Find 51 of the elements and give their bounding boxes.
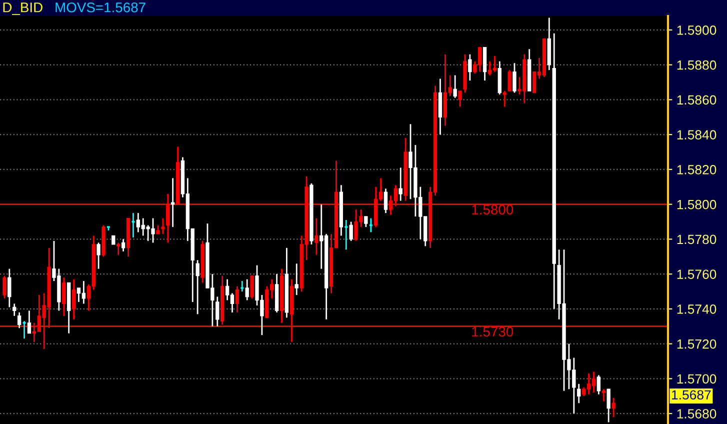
- y-tick-label: 1.5820: [677, 165, 716, 174]
- candlestick: [250, 275, 254, 300]
- candlestick: [606, 388, 610, 423]
- ref-line-label: 1.5730: [472, 326, 514, 337]
- y-tick-label: 1.5880: [677, 60, 716, 70]
- candlestick: [502, 90, 506, 108]
- candlestick: [170, 177, 175, 228]
- candlestick: [468, 54, 472, 82]
- candlestick: [121, 238, 126, 252]
- y-tick-label: 1.5720: [677, 339, 716, 349]
- y-tick-label: 1.5740: [677, 304, 716, 314]
- candlestick: [314, 218, 318, 256]
- candlestick: [458, 90, 462, 108]
- candlestick: [602, 388, 606, 402]
- candlestick: [294, 262, 298, 296]
- y-tick-label: 1.5900: [677, 26, 716, 35]
- y-tick-label: 1.5860: [677, 95, 716, 105]
- y-tick-label: 1.5760: [677, 270, 716, 279]
- candlestick: [349, 221, 353, 242]
- candlestick: [245, 278, 249, 301]
- candlestick: [612, 397, 616, 418]
- candlestick: [8, 268, 12, 308]
- y-tick-label: 1.5800: [677, 200, 716, 210]
- candlestick: [2, 275, 6, 300]
- candlestick: [577, 383, 581, 404]
- candlestick: [398, 166, 402, 202]
- candlestick: [453, 74, 457, 99]
- candlestick: [596, 374, 601, 396]
- y-tick-label: 1.5780: [677, 234, 716, 244]
- chart-subtitle: MOVS=1.5687: [56, 2, 146, 12]
- candlestick: [17, 312, 22, 329]
- candlestick: [96, 242, 100, 270]
- candlestick: [216, 296, 220, 328]
- chart-title: D_BID: [3, 2, 42, 15]
- text: 1.5687: [672, 390, 711, 400]
- candlestick: [161, 218, 165, 235]
- ref-line-label: 1.5800: [472, 204, 514, 215]
- candlestick: [235, 286, 240, 314]
- candlestick: [72, 278, 76, 320]
- candlestick: [12, 302, 16, 317]
- y-tick-label: 1.5680: [677, 409, 716, 418]
- y-tick-label: 1.5700: [677, 374, 716, 384]
- candlestick: [27, 310, 32, 334]
- candlestick: [364, 216, 368, 228]
- candlestick: [62, 276, 66, 317]
- candlestick: [508, 69, 512, 92]
- candlestick: [512, 62, 516, 94]
- candlestick: [116, 242, 120, 256]
- candlestick: [196, 259, 200, 315]
- y-tick-label: 1.5840: [677, 130, 716, 140]
- candlestick: [384, 188, 388, 214]
